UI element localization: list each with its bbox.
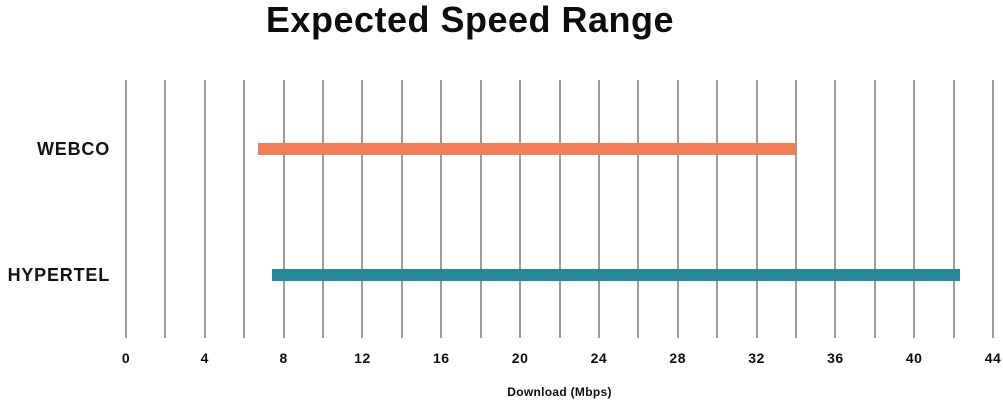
gridline bbox=[164, 80, 167, 338]
x-tick-label: 36 bbox=[827, 350, 844, 366]
x-tick-label: 8 bbox=[279, 350, 288, 366]
gridline bbox=[125, 80, 127, 338]
x-tick-label: 24 bbox=[590, 350, 608, 366]
gridlines-layer bbox=[125, 80, 994, 338]
gridline bbox=[243, 80, 246, 338]
x-tick-label: 40 bbox=[905, 350, 923, 366]
range-bar-hypertel bbox=[271, 268, 960, 281]
x-tick-label: 16 bbox=[432, 350, 450, 366]
gridline bbox=[322, 80, 325, 338]
chart-title: Expected Speed Range bbox=[265, 0, 675, 40]
gridline bbox=[558, 80, 561, 338]
x-tick-label: 28 bbox=[669, 350, 687, 366]
gridline bbox=[716, 80, 719, 338]
gridline bbox=[834, 80, 837, 338]
plot-area bbox=[125, 80, 994, 338]
gridline bbox=[755, 80, 758, 338]
gridline bbox=[913, 80, 916, 338]
gridline bbox=[361, 80, 364, 338]
x-axis-ticks: 0 4 8 12 16 20 24 28 32 36 40 44 bbox=[122, 350, 1001, 368]
gridline bbox=[400, 80, 403, 338]
gridline bbox=[479, 80, 482, 338]
gridline bbox=[597, 80, 600, 338]
gridline bbox=[952, 80, 955, 338]
gridline bbox=[282, 80, 285, 338]
gridline bbox=[440, 80, 443, 338]
x-tick-label: 0 bbox=[121, 350, 131, 366]
range-bar-webco bbox=[258, 142, 796, 155]
gridline bbox=[637, 80, 640, 338]
x-axis-label: Download (Mbps) bbox=[507, 385, 612, 399]
gridline bbox=[794, 80, 797, 338]
bars-layer bbox=[126, 80, 993, 338]
x-tick-label: 32 bbox=[748, 350, 765, 366]
gridline bbox=[203, 80, 206, 338]
category-label-webco: WEBCO bbox=[37, 138, 110, 159]
x-tick-label: 4 bbox=[200, 350, 209, 366]
gridline bbox=[992, 80, 994, 338]
x-tick-label: 44 bbox=[984, 350, 1002, 366]
gridline bbox=[519, 80, 522, 338]
gridline bbox=[873, 80, 876, 338]
x-tick-label: 20 bbox=[511, 350, 529, 366]
category-label-hypertel: HYPERTEL bbox=[7, 264, 110, 285]
x-tick-label: 12 bbox=[354, 350, 371, 366]
gridline bbox=[676, 80, 679, 338]
